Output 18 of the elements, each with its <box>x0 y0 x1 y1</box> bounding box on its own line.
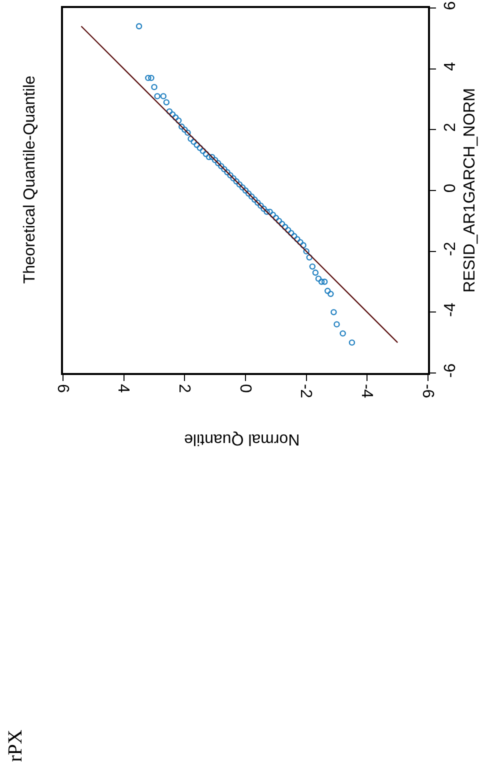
x-tick-label: -6 <box>418 384 436 398</box>
y-tick-label: 2 <box>442 122 459 132</box>
x-tick-label: -4 <box>358 384 375 398</box>
y-tick-label: 6 <box>442 1 459 10</box>
y-axis-title: RESID_AR1GARCH_NORM <box>461 88 478 292</box>
x-axis-title: Normal Quantile <box>184 430 300 448</box>
x-tick-label: 0 <box>236 384 254 393</box>
y-tick-label: 4 <box>442 62 459 71</box>
x-tick-label: -2 <box>297 384 314 398</box>
y-tick-label: -2 <box>442 242 459 256</box>
y-tick-label: -4 <box>442 302 459 317</box>
x-tick-label: 6 <box>54 384 71 393</box>
text: Theoretical Quantile-Quantile <box>22 75 39 284</box>
y-tick-label: 0 <box>442 184 459 193</box>
x-tick-label: 2 <box>175 384 192 393</box>
x-tick-label: 4 <box>114 384 132 393</box>
text: rPX <box>4 729 26 762</box>
y-tick-label: -6 <box>442 363 459 378</box>
